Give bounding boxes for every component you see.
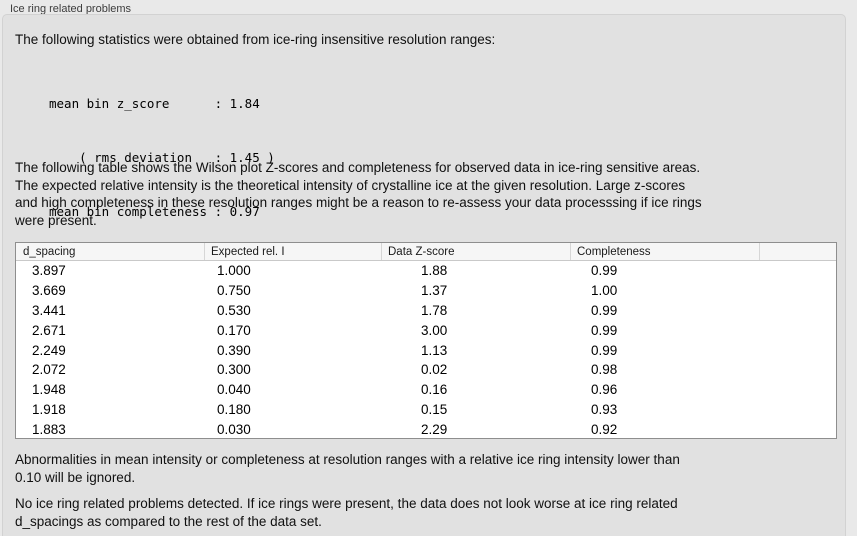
table-cell: 1.918 (32, 401, 66, 417)
table-cell: 0.99 (591, 342, 618, 358)
table-cell: 0.99 (591, 263, 618, 279)
table-row[interactable]: 1.918 0.180 0.15 0.93 (16, 400, 836, 420)
table-cell: 0.170 (217, 322, 251, 338)
table-cell: 1.37 (421, 283, 448, 299)
column-header-expected-rel-i[interactable]: Expected rel. I (205, 243, 382, 260)
table-cell: 1.88 (421, 263, 448, 279)
table-cell: 2.671 (32, 322, 66, 338)
table-cell: 0.15 (421, 401, 448, 417)
table-cell: 0.92 (591, 421, 618, 437)
table-cell: 3.897 (32, 263, 66, 279)
column-header-data-z-score[interactable]: Data Z-score (382, 243, 571, 260)
table-cell: 0.390 (217, 342, 251, 358)
stats-line-completeness: mean bin completeness : 0.97 (49, 204, 260, 219)
ignore-note: Abnormalities in mean intensity or compl… (15, 452, 680, 485)
table-row[interactable]: 2.072 0.300 0.02 0.98 (16, 360, 836, 380)
panel-title: Ice ring related problems (10, 3, 132, 15)
table-cell: 0.530 (217, 302, 251, 318)
table-cell: 0.16 (421, 382, 448, 398)
column-header-d-spacing[interactable]: d_spacing (16, 243, 205, 260)
table-header-row: d_spacing Expected rel. I Data Z-score C… (16, 243, 836, 261)
table-cell: 1.00 (591, 283, 618, 299)
table-row[interactable]: 2.671 0.170 3.00 0.99 (16, 320, 836, 340)
table-cell: 1.13 (421, 342, 448, 358)
table-cell: 1.78 (421, 302, 448, 318)
stats-line-zscore: mean bin z_score : 1.84 (49, 96, 260, 111)
table-cell: 1.000 (217, 263, 251, 279)
table-cell: 0.98 (591, 362, 618, 378)
table-row[interactable]: 3.897 1.000 1.88 0.99 (16, 261, 836, 281)
table-cell: 1.948 (32, 382, 66, 398)
table-cell: 0.93 (591, 401, 618, 417)
stats-line-zscore-rms: ( rms deviation : 1.45 ) (49, 150, 275, 165)
table-row[interactable]: 3.669 0.750 1.37 1.00 (16, 281, 836, 301)
table-description: The following table shows the Wilson plo… (15, 160, 702, 228)
table-row[interactable]: 1.883 0.030 2.29 0.92 (16, 419, 836, 438)
table-cell: 1.883 (32, 421, 66, 437)
table-cell: 2.072 (32, 362, 66, 378)
table-cell: 0.99 (591, 302, 618, 318)
table-cell: 0.040 (217, 382, 251, 398)
column-header-empty[interactable] (760, 243, 836, 260)
table-body: 3.897 1.000 1.88 0.99 3.669 0.750 1.37 1.00 3.44… (16, 261, 836, 438)
table-cell: 0.99 (591, 322, 618, 338)
table-cell: 3.00 (421, 322, 448, 338)
ice-ring-table[interactable]: d_spacing Expected rel. I Data Z-score C… (15, 242, 837, 439)
table-row[interactable]: 2.249 0.390 1.13 0.99 (16, 340, 836, 360)
intro-text: The following statistics were obtained f… (15, 32, 496, 47)
table-cell: 0.02 (421, 362, 448, 378)
column-header-completeness[interactable]: Completeness (571, 243, 760, 260)
table-cell: 0.180 (217, 401, 251, 417)
table-cell: 0.96 (591, 382, 618, 398)
panel-groupbox: The following statistics were obtained f… (2, 14, 846, 536)
table-cell: 2.249 (32, 342, 66, 358)
table-cell: 2.29 (421, 421, 448, 437)
conclusion-text: No ice ring related problems detected. I… (15, 496, 678, 529)
table-row[interactable]: 1.948 0.040 0.16 0.96 (16, 380, 836, 400)
table-cell: 3.669 (32, 283, 66, 299)
table-row[interactable]: 3.441 0.530 1.78 0.99 (16, 301, 836, 321)
table-cell: 0.030 (217, 421, 251, 437)
table-cell: 3.441 (32, 302, 66, 318)
table-cell: 0.750 (217, 283, 251, 299)
table-cell: 0.300 (217, 362, 251, 378)
